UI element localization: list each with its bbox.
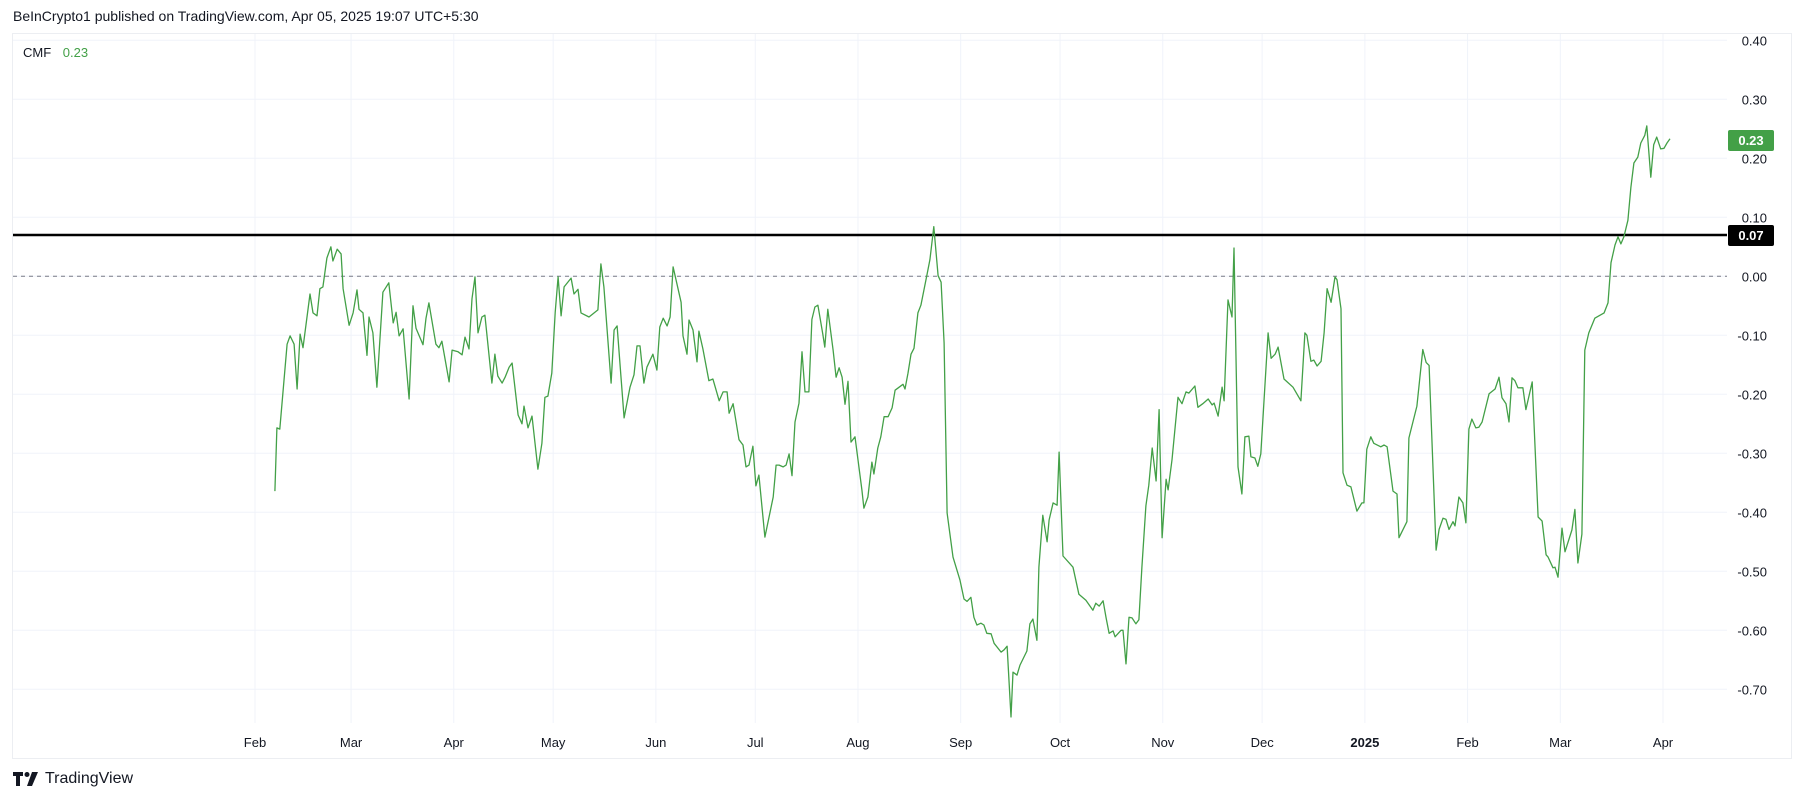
y-tick-label: -0.70 — [1737, 682, 1767, 697]
time-axis[interactable]: Feb Mar Apr May Jun Jul Aug Sep Oct Nov Dec 2025 Feb… — [244, 735, 1674, 750]
tradingview-logo[interactable]: TradingView — [13, 770, 133, 788]
x-tick-label: Jun — [645, 735, 666, 750]
y-tick-label: -0.60 — [1737, 623, 1767, 638]
y-tick-label: 0.00 — [1742, 269, 1767, 284]
y-tick-label: 0.10 — [1742, 210, 1767, 225]
x-tick-label: Mar — [340, 735, 363, 750]
level-value-badge: 0.07 — [1728, 224, 1774, 246]
last-value-badge: 0.23 — [1728, 130, 1774, 152]
y-tick-label: 0.20 — [1742, 151, 1767, 166]
grid-lines — [13, 34, 1727, 723]
y-tick-label: -0.50 — [1737, 564, 1767, 579]
indicator-name: CMF — [23, 45, 52, 60]
x-tick-label: Sep — [949, 735, 972, 750]
x-tick-label: 2025 — [1350, 735, 1379, 750]
indicator-value: 0.23 — [62, 45, 89, 60]
y-tick-label: -0.20 — [1737, 387, 1767, 402]
x-tick-label: May — [541, 735, 566, 750]
publication-attribution: BeInCrypto1 published on TradingView.com… — [13, 8, 479, 24]
x-tick-label: Feb — [1456, 735, 1478, 750]
x-tick-label: Aug — [846, 735, 869, 750]
x-tick-label: Apr — [1653, 735, 1674, 750]
y-tick-label: -0.30 — [1737, 446, 1767, 461]
x-tick-label: Mar — [1549, 735, 1572, 750]
y-tick-label: -0.40 — [1737, 505, 1767, 520]
tradingview-logo-text: TradingView — [45, 770, 134, 787]
tradingview-logo-icon — [13, 772, 38, 786]
y-tick-label: 0.30 — [1742, 92, 1767, 107]
y-tick-label: 0.40 — [1742, 33, 1767, 48]
x-tick-label: Oct — [1050, 735, 1071, 750]
chart-frame — [12, 33, 1792, 759]
x-tick-label: Feb — [244, 735, 266, 750]
x-tick-label: Nov — [1151, 735, 1175, 750]
y-tick-label: -0.10 — [1737, 328, 1767, 343]
indicator-legend[interactable]: CMF 0.23 — [23, 45, 88, 60]
x-tick-label: Apr — [444, 735, 465, 750]
cmf-series-line — [274, 125, 1671, 718]
x-tick-label: Jul — [747, 735, 764, 750]
x-tick-label: Dec — [1251, 735, 1275, 750]
price-axis[interactable]: 0.40 0.30 0.20 0.10 0.00 -0.10 -0.20 -0.30 -0.40… — [1737, 33, 1767, 697]
